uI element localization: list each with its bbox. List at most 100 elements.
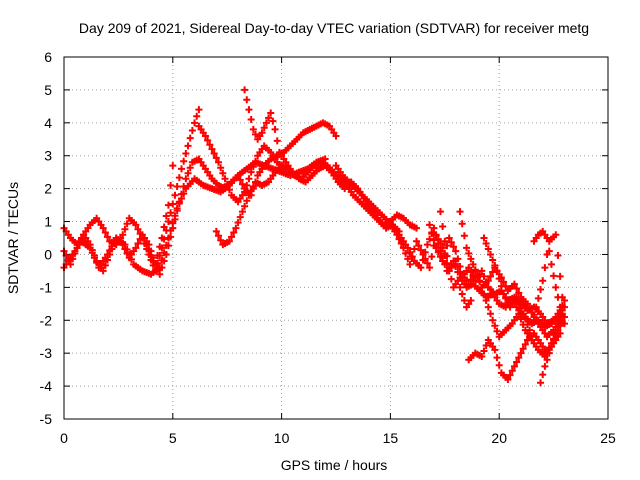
data-point (173, 182, 181, 190)
data-point (482, 342, 490, 350)
data-point (552, 231, 560, 239)
data-point (439, 244, 447, 252)
y-tick-label: 6 (44, 49, 52, 65)
data-point (214, 232, 222, 240)
data-point (269, 117, 277, 125)
data-point (517, 349, 525, 357)
data-point (251, 130, 259, 138)
data-point (510, 280, 518, 288)
data-point (500, 278, 508, 286)
data-point (204, 136, 212, 144)
data-point (460, 232, 468, 240)
x-tick-label: 25 (600, 430, 616, 446)
data-point (271, 125, 279, 133)
data-point (221, 175, 229, 183)
data-point (556, 316, 564, 324)
data-point (515, 354, 523, 362)
data-point (180, 157, 188, 165)
data-point (484, 245, 492, 253)
data-point (136, 235, 144, 243)
x-tick-label: 10 (274, 430, 290, 446)
data-point (554, 293, 562, 301)
data-point (436, 208, 444, 216)
data-point (399, 244, 407, 252)
data-point (214, 158, 222, 166)
data-point (463, 244, 471, 252)
data-points (60, 86, 568, 387)
data-point (234, 171, 242, 179)
data-point (526, 304, 534, 312)
data-point (265, 114, 273, 122)
data-point (243, 181, 251, 189)
data-point (515, 289, 523, 297)
data-point (217, 164, 225, 172)
y-axis-label: SDTVAR / TECUs (5, 182, 21, 294)
data-point (430, 236, 438, 244)
data-point (541, 264, 549, 272)
data-point (273, 137, 281, 145)
data-point (450, 243, 458, 251)
data-point (123, 246, 131, 254)
data-point (547, 260, 555, 268)
data-point (493, 267, 501, 275)
data-point (191, 119, 199, 127)
data-point (491, 322, 499, 330)
data-point (247, 116, 255, 124)
data-point (500, 290, 508, 298)
data-point (186, 134, 194, 142)
data-point (241, 202, 249, 210)
data-point (247, 168, 255, 176)
data-point (119, 231, 127, 239)
data-point (434, 235, 442, 243)
data-point (413, 224, 421, 232)
data-point (99, 224, 107, 232)
data-point (175, 174, 183, 182)
data-point (465, 264, 473, 272)
data-point (164, 201, 172, 209)
y-tick-label: -5 (40, 411, 53, 427)
plot-frame (63, 56, 609, 420)
data-point (417, 246, 425, 254)
data-point (228, 233, 236, 241)
data-point (480, 347, 488, 355)
data-point (332, 132, 340, 140)
series-track-5 (195, 122, 288, 206)
data-point (513, 293, 521, 301)
data-point (550, 272, 558, 280)
data-point (156, 243, 164, 251)
data-point (104, 250, 112, 258)
data-point (486, 272, 494, 280)
data-point (169, 200, 177, 208)
data-point (245, 175, 253, 183)
data-point (491, 346, 499, 354)
data-point (167, 181, 175, 189)
series-track-16 (537, 310, 566, 387)
data-point (406, 248, 414, 256)
y-tick-label: -4 (40, 378, 53, 394)
data-point (465, 280, 473, 288)
data-point (212, 154, 220, 162)
data-point (515, 299, 523, 307)
data-point (171, 191, 179, 199)
data-point (184, 169, 192, 177)
data-point (426, 235, 434, 243)
data-point (423, 259, 431, 267)
data-point (478, 283, 486, 291)
data-point (554, 252, 562, 260)
data-point (445, 234, 453, 242)
data-point (169, 162, 177, 170)
data-point (417, 264, 425, 272)
data-point (186, 164, 194, 172)
data-point (134, 225, 142, 233)
grid-lines (64, 57, 608, 419)
data-point (243, 96, 251, 104)
data-point (110, 238, 118, 246)
data-point (167, 209, 175, 217)
data-point (249, 163, 257, 171)
data-point (441, 237, 449, 245)
data-point (552, 283, 560, 291)
data-point (125, 250, 133, 258)
data-point (547, 343, 555, 351)
data-point (132, 244, 140, 252)
